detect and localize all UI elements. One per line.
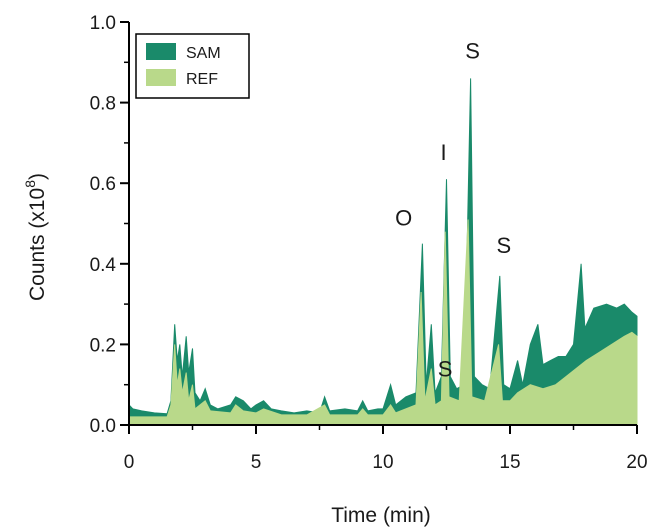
y-tick-label: 1.0 (90, 13, 116, 34)
y-tick-label: 0.8 (90, 94, 116, 115)
y-tick-label: 0.2 (90, 335, 116, 356)
x-tick-label: 15 (499, 452, 520, 473)
y-axis-label: Counts (x108) (22, 173, 49, 301)
peak-annotations: S I O S S (395, 38, 511, 381)
axes: 0.0 0.2 0.4 0.6 0.8 1.0 0 5 10 15 20 (90, 13, 648, 473)
y-axis-label-exponent: 8 (22, 180, 38, 188)
peak-label: I (440, 140, 446, 165)
series-area-sam (128, 78, 638, 426)
y-tick-label: 0.6 (90, 174, 116, 195)
x-tick-label: 0 (124, 452, 135, 473)
legend-swatch-ref (146, 69, 176, 86)
y-axis-label-close: ) (26, 173, 49, 180)
x-tick-label: 10 (372, 452, 393, 473)
peak-label: S (496, 233, 511, 258)
peak-label: O (395, 206, 412, 231)
legend-label-sam: SAM (186, 45, 221, 62)
x-tick-label: 5 (251, 452, 262, 473)
legend-swatch-sam (146, 43, 176, 60)
y-tick-label: 0.0 (90, 416, 116, 437)
plot-area (128, 78, 638, 426)
legend-label-ref: REF (186, 71, 218, 88)
x-tick-label: 20 (626, 452, 647, 473)
peak-label: S (465, 38, 480, 63)
legend: SAM REF (135, 33, 250, 99)
x-axis-label: Time (min) (331, 504, 431, 527)
peak-label: S (438, 356, 453, 381)
y-axis-label-main: Counts (x10 (26, 188, 49, 301)
y-tick-label: 0.4 (90, 255, 117, 276)
series-area-ref (128, 219, 638, 426)
